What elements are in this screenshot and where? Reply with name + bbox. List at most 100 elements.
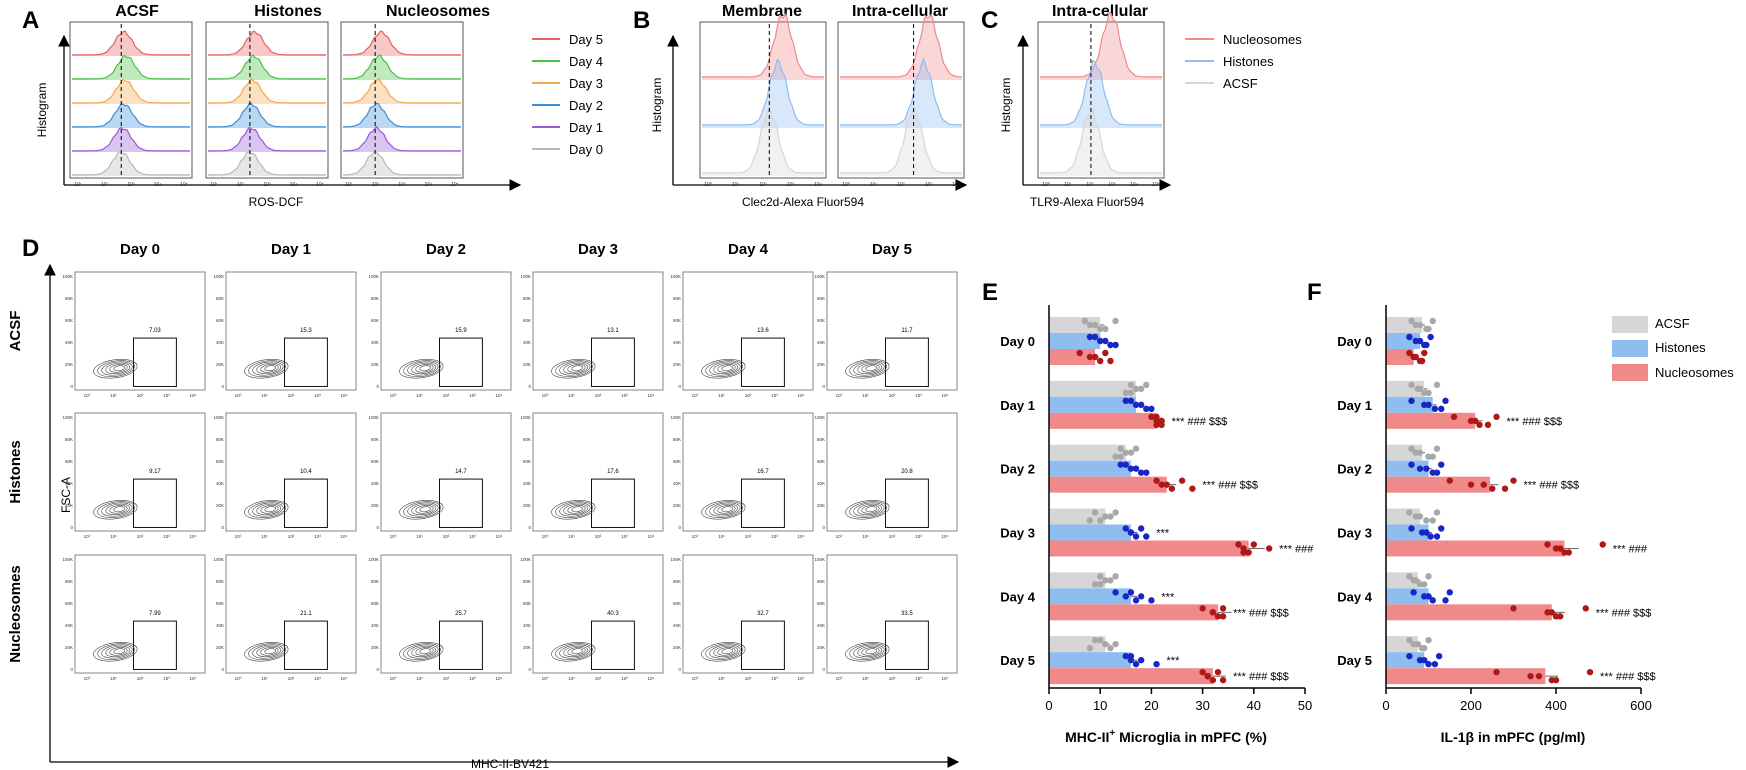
panel-d-contour-r0-c4-1 [705,360,743,378]
panel-f-point-nucleosomes-0-3 [1421,349,1428,357]
panel-d-contour-r0-c0-1 [97,360,135,378]
panel-f-point-nucleosomes-0-5 [1418,357,1426,365]
panel-a-histogram-0-fill-day1 [72,127,190,152]
panel-d-contour-r2-c5-4 [861,647,880,656]
panel-a-histogram-2-tick-4: 10⁵ [451,182,459,188]
panel-f-point-histones-2-1 [1416,465,1424,472]
panel-d-contour-r1-c5-4 [861,505,880,514]
legend-day5: Day 5 [569,32,603,47]
panel-d-ytick-r0-c4-4: 20K [673,362,681,367]
panel-f-point-nucleosomes-4-5 [1557,613,1564,620]
panel-d-xtick-r0-c4-4: 10⁴ [798,393,805,398]
panel-b-histogram-1-fill-acsf [840,108,962,176]
panel-e-point-nucleosomes-4-0 [1199,605,1206,612]
panel-e-bar-histones-3 [1049,524,1131,541]
panel-c-xlabel: TLR9-Alexa Fluor594 [1030,195,1144,209]
panel-e-category-label-4: Day 4 [1000,589,1035,604]
panel-f-point-nucleosomes-4-3 [1582,605,1589,612]
panel-d-ytick-r0-c4-3: 40K [673,340,681,345]
panel-f-point-acsf-3-3 [1433,509,1441,516]
panel-d-xtick-r2-c4-0: 10⁰ [692,676,699,681]
panel-f-point-acsf-4-4 [1410,577,1417,584]
panel-f-point-nucleosomes-5-4 [1535,672,1543,680]
panel-d-ytick-r2-c1-3: 40K [216,623,224,628]
panel-f-point-acsf-0-5 [1425,325,1432,333]
panel-f-point-nucleosomes-0-0 [1406,349,1413,357]
panel-d-ytick-r2-c5-3: 40K [817,623,825,628]
panel-e-point-histones-5-4 [1137,656,1145,664]
panel-a-histogram-0-tick-0: 10¹ [74,182,82,188]
legend-f-box-0 [1612,316,1648,333]
panel-e-xtick-label-3: 30 [1195,698,1209,713]
panel-e-bar-nucleosomes-3 [1049,540,1249,557]
panel-d-ytick-r0-c3-1: 80K [523,296,531,301]
panel-b-histogram-0-tick-0: 10⁰ [704,182,712,188]
panel-e-point-acsf-4-0 [1097,573,1104,580]
panel-d-contour-r1-c4-1 [705,501,743,519]
panel-e-point-nucleosomes-4-2 [1214,613,1222,620]
panel-e-point-acsf-4-1 [1107,577,1114,584]
panel-e-point-nucleosomes-5-3 [1214,668,1222,676]
panel-b-histogram-0: 10⁰ 10¹ 10² 10³ 10⁴ [699,13,827,188]
panel-d-gate-value-r2-c2: 25.7 [455,611,467,617]
panel-e-point-nucleosomes-2-1 [1158,481,1165,488]
panel-f-bar-nucleosomes-4 [1386,604,1552,621]
panel-a-histogram-2-line-day0 [342,150,461,176]
panel-d-ytick-r2-c3-3: 40K [523,623,531,628]
panel-e-point-histones-1-1 [1132,401,1140,409]
panel-e-category-label-5: Day 5 [1000,653,1035,668]
panel-d-ytick-r1-c4-0: 100K [670,415,681,420]
panel-d-xtick-r1-c5-3: 10³ [915,534,922,539]
panel-d-contour-r1-c2-0 [399,500,444,520]
panel-d-plot-r0-c1: 100K 80K 60K 40K 20K 0 10⁰ 10¹ 10² 10³ 10⁴ 15.3 [213,271,357,398]
panel-d-ytick-r1-c2-3: 40K [371,481,379,486]
panel-d-xtick-r2-c4-1: 10¹ [718,676,725,681]
panel-e-bar-acsf-1 [1049,380,1137,397]
panel-a-legend: Day 5 Day 4 Day 3 Day 2 Day 1 Day 0 [532,32,603,157]
panel-d-xtick-r2-c1-3: 10³ [314,676,321,681]
panel-e-xlabel-main: MHC-II [1065,729,1109,745]
panel-f-point-histones-4-4 [1425,593,1432,600]
panel-f-point-nucleosomes-1-2 [1476,421,1483,429]
panel-d-plot-r2-c5: 100K 80K 60K 40K 20K 0 10⁰ 10¹ 10² 10³ 10⁴ 33.5 [814,554,958,681]
panel-d-contour-r0-c3-0 [551,359,596,379]
panel-f-point-histones-1-4 [1425,401,1432,409]
panel-d-col-header-1: Day 1 [271,241,311,258]
panel-d-contour-r1-c4-0 [701,500,746,520]
panel-b-histogram-1-tick-2: 10² [897,182,905,188]
panel-f-point-histones-0-4 [1416,337,1424,345]
panel-d-gate-value-r0-c5: 11.7 [901,328,913,334]
panel-f-point-nucleosomes-3-3 [1599,541,1606,548]
panel-d-xtick-r1-c0-3: 10³ [163,534,170,539]
panel-a-histogram-1-fill-day5 [208,31,326,56]
panel-d-plot-r0-c3: 100K 80K 60K 40K 20K 0 10⁰ 10¹ 10² 10³ 10⁴ 13.1 [520,271,664,398]
panel-a-title-histones: Histones [254,3,322,20]
panel-letter-e: E [982,279,998,306]
panel-f-point-histones-5-4 [1421,656,1428,664]
panel-letter-a: A [22,7,39,34]
panel-d-contour-r2-c4-5 [721,648,734,655]
panel-letter-b: B [633,7,650,34]
panel-f-point-acsf-2-5 [1429,453,1436,460]
panel-d-contour-r0-c4-3 [713,362,738,375]
panel-d-contour-r0-c1-2 [252,361,284,376]
panel-a-xlabel: ROS-DCF [249,195,304,209]
panel-d-contour-r0-c0-5 [113,365,126,372]
panel-letter-f: F [1307,279,1322,306]
panel-e-point-nucleosomes-2-2 [1168,485,1176,492]
panel-e-point-acsf-0-0 [1081,317,1089,325]
panel-f-point-histones-3-3 [1438,525,1445,532]
panel-d-contour-r1-c0-1 [97,501,135,519]
panel-e-point-histones-2-4 [1132,465,1140,472]
panel-d-contour-r1-c0-2 [101,502,133,517]
panel-d-contour-r2-c0-3 [105,645,130,658]
panel-f-point-acsf-3-5 [1429,517,1436,524]
panel-d-ytick-r2-c3-4: 20K [523,645,531,650]
panel-f-point-histones-2-3 [1438,461,1445,468]
panel-a-title-nucleosomes: Nucleosomes [386,3,490,20]
panel-d-ytick-r0-c1-0: 100K [213,274,224,279]
panel-d-contour-r1-c5-0 [845,500,890,520]
panel-d-contour-r2-c0-5 [113,648,126,655]
panel-d-xtick-r1-c1-2: 10² [288,534,295,539]
